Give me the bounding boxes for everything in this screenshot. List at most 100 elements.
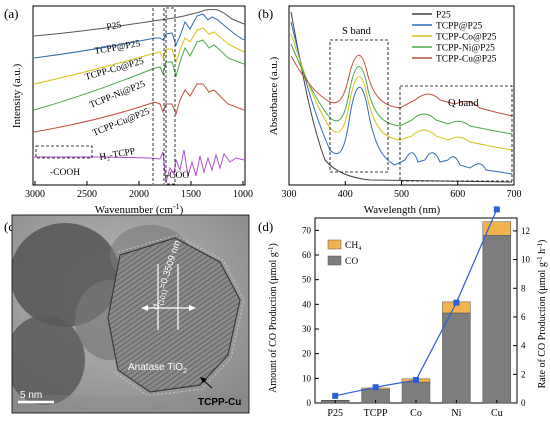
d-legend-label-co: CO [345, 257, 358, 267]
b-legend-label: P25 [436, 11, 451, 21]
a-curve-ni [33, 39, 245, 111]
b-curve-co [290, 33, 513, 151]
d-y-tick-label: 50 [302, 275, 312, 285]
a-cooh-box [35, 145, 93, 159]
d-y2-tick-label: 6 [521, 312, 526, 322]
d-x-tick-label: P25 [327, 408, 343, 419]
d-x-tick-label: Ni [451, 408, 461, 419]
d-x-tick-label: TCPP [364, 408, 388, 419]
d-x-tick-label: Co [410, 408, 422, 419]
a-label-co: TCPP-Co@P25 [84, 57, 145, 83]
a-label-p25: P25 [106, 20, 123, 32]
a-curve-cu [33, 83, 245, 133]
d-x-tick-label: Cu [491, 408, 503, 419]
d-y-tick-label: 10 [302, 373, 312, 383]
panel-b-legend: P25TCPP@P25TCPP-Co@P25TCPP-Ni@P25TCPP-Cu… [412, 11, 497, 65]
panel-d-y2label: Rate of CO Production (μmol g-1 h-1) [536, 240, 548, 389]
panel-d-y2-ticks: 0 2 4 6 8 10 12 [513, 226, 531, 408]
b-s-band-box [329, 39, 389, 173]
panel-a-ylabel: Intensity (a.u.) [11, 63, 23, 128]
d-y-tick-label: 0 [307, 398, 312, 408]
panel-b-ylabel: Absorbance (a.u.) [268, 56, 280, 135]
tcpp-cu-arrow-icon [200, 377, 207, 383]
d-rate-point [493, 206, 500, 213]
b-x-tick-label: 500 [394, 189, 409, 200]
a-x-tick-label: 1500 [181, 189, 201, 200]
d-y2-tick-label: 10 [521, 255, 531, 265]
d-legend-swatch-ch4 [327, 239, 342, 250]
b-x-tick-label: 600 [450, 189, 465, 200]
panel-b-label: (b) [258, 6, 273, 21]
d-y2-tick-label: 12 [521, 226, 530, 236]
panel-d-y-ticks: 0 10 20 30 40 50 60 70 [302, 225, 319, 408]
d-bar-co [401, 381, 431, 404]
panel-b-xlabel: Wavelength (nm) [364, 204, 441, 216]
panel-d-x-ticks: P25 TCPP Co Ni Cu [327, 400, 503, 419]
b-x-tick-label: 300 [282, 189, 297, 200]
b-s-band-label: S band [342, 26, 372, 37]
panel-c-frame [11, 214, 250, 414]
tem-image [12, 215, 249, 413]
panel-a-label: (a) [4, 6, 18, 21]
panel-a-x-ticks: 3000 2500 2000 1500 1000 [25, 181, 253, 200]
d-y-tick-label: 30 [302, 324, 312, 334]
d-rate-point [413, 377, 419, 384]
panel-d: (d) 0 10 20 30 40 50 60 70 0 2 4 6 8 10 12 P25 TCPP Co N… [258, 206, 548, 419]
d-y2-tick-label: 2 [521, 369, 526, 379]
a-curve-p25 [33, 8, 245, 37]
d-arrow-right-icon [189, 305, 196, 311]
tcpp-cu-label: TCPP-Cu [198, 397, 241, 408]
b-legend-label: TCPP-Cu@P25 [436, 55, 497, 65]
d-bar-co [442, 312, 471, 404]
a-label-tcpp: TCPP@P25 [94, 39, 142, 57]
d-y2-tick-label: 0 [521, 398, 526, 408]
d-y-tick-label: 60 [302, 250, 312, 260]
d-legend-label-ch4: CH₄ [345, 241, 362, 251]
panel-d-rate-line [332, 206, 500, 399]
d-y2-tick-label: 4 [521, 341, 526, 351]
a-curve-tcpp [33, 13, 245, 59]
panel-b-x-ticks: 300 400 500 600 700 [282, 181, 522, 200]
panel-d-ylabel: Amount of CO Production (μmol g-1) [267, 243, 279, 393]
d-y-tick-label: 40 [302, 299, 312, 309]
panel-a-xlabel: Wavenumber (cm-1) [95, 202, 184, 216]
panel-b: (b) 300 400 500 600 700 Wavelength (nm) Abso… [258, 5, 522, 216]
d-rate-line [335, 209, 498, 397]
b-curve-tcpp [290, 21, 513, 175]
b-x-tick-label: 400 [338, 189, 353, 200]
a-x-tick-label: 1000 [233, 189, 253, 200]
panel-d-bars [320, 221, 512, 404]
b-legend-label: TCPP-Co@P25 [436, 33, 497, 43]
a-label-h2tcpp: H₂-TCPP [99, 147, 136, 163]
d-bar-co [482, 235, 512, 404]
a-curve-h2tcpp [34, 149, 245, 183]
a-label-ni: TCPP-Ni@P25 [88, 79, 147, 110]
scale-label: 5 nm [20, 390, 42, 401]
d-rate-point [453, 299, 460, 306]
a-cooh-label: -COOH [50, 168, 80, 178]
d-arrow-left-icon [141, 305, 148, 311]
panel-d-label: (d) [258, 219, 273, 234]
panel-c: (c) d(101)=0.3509 nm Anatase TiO2 TCPP-C… [4, 214, 250, 414]
a-coo-box [165, 7, 176, 185]
d-rate-point [332, 392, 339, 399]
b-q-band-label: Q band [448, 98, 479, 109]
d-y2-tick-label: 8 [521, 283, 526, 293]
d-rate-point [372, 384, 379, 391]
a-label-cu: TCPP-Cu@P25 [91, 107, 151, 139]
b-x-tick-label: 700 [507, 189, 522, 200]
a-x-tick-label: 3000 [25, 189, 45, 200]
anatase-label: Anatase TiO2 [128, 362, 187, 375]
b-legend-label: TCPP-Ni@P25 [436, 44, 495, 54]
a-curve-co [33, 27, 245, 85]
a-x-tick-label: 2000 [129, 189, 149, 200]
b-legend-label: TCPP@P25 [436, 22, 482, 32]
d-y-tick-label: 70 [302, 225, 312, 235]
a-coo-label: -COO [166, 171, 189, 181]
tem-crystal [107, 237, 241, 393]
d-y-tick-label: 20 [302, 349, 312, 359]
a-x-tick-label: 2500 [77, 189, 97, 200]
b-q-band-box [399, 85, 513, 182]
d-legend-swatch-co [327, 255, 342, 266]
